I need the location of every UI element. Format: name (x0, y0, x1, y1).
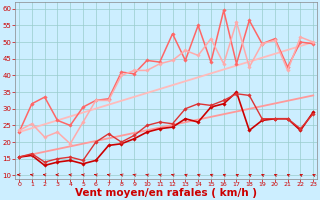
X-axis label: Vent moyen/en rafales ( km/h ): Vent moyen/en rafales ( km/h ) (75, 188, 257, 198)
